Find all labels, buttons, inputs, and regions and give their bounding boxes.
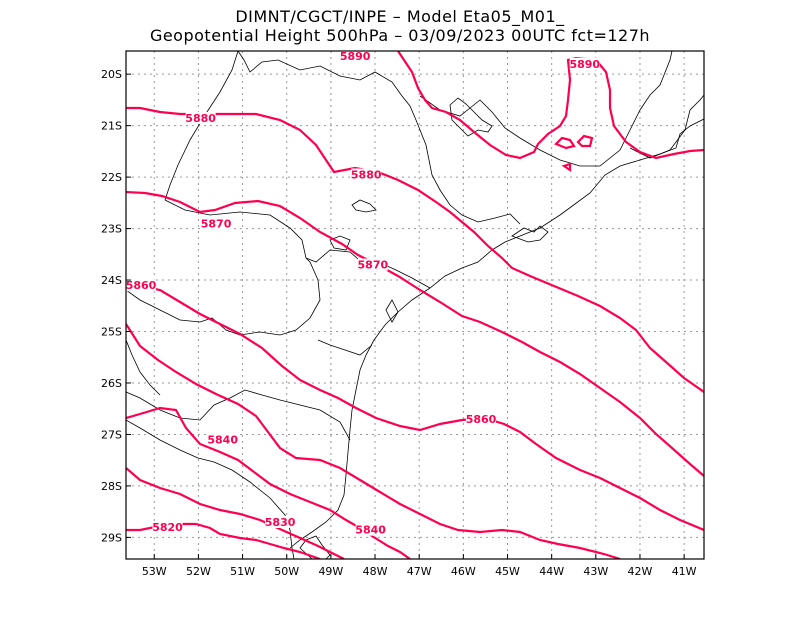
lat-label: 29S (101, 531, 122, 544)
contour-label-bg (569, 57, 600, 70)
contour-label-bg (355, 523, 386, 536)
lon-label: 43W (583, 565, 608, 578)
contour-5850 (126, 323, 621, 559)
title-line-1: DIMNT/CGCT/INPE – Model Eta05_M01_ (235, 7, 565, 26)
lon-label: 50W (274, 565, 299, 578)
contour-label-bg (185, 111, 216, 124)
contour-label-5870-mid: 5870 (358, 259, 389, 272)
lon-label: 44W (539, 565, 564, 578)
bay (511, 225, 549, 243)
lat-label: 24S (101, 274, 122, 287)
bay (449, 97, 493, 137)
contour-label-bg (152, 521, 183, 534)
lon-label: 46W (451, 565, 476, 578)
contour-5840-b (126, 467, 345, 559)
lat-label: 28S (101, 480, 122, 493)
contour-label-5820: 5820 (152, 521, 183, 534)
contour-label-5870-left: 5870 (201, 217, 232, 230)
lat-label: 23S (101, 223, 122, 236)
title-line-2: Geopotential Height 500hPa – 03/09/2023 … (149, 26, 651, 45)
lagoon (385, 299, 399, 323)
lon-label: 51W (230, 565, 255, 578)
lon-label: 52W (186, 565, 211, 578)
lagoon (329, 235, 351, 251)
contour-label-bg (207, 433, 238, 446)
state-border (126, 389, 351, 441)
contour-label-5860-left: 5860 (126, 279, 157, 292)
lon-label: 49W (318, 565, 343, 578)
lon-label: 41W (672, 565, 697, 578)
contour-5890-island (554, 136, 576, 150)
lat-label: 20S (101, 68, 122, 81)
contour-label-bg (265, 515, 296, 528)
contour-5890 (397, 51, 704, 160)
contour-5870 (126, 190, 704, 477)
contour-label-5880-left: 5880 (185, 112, 216, 125)
contour-labels: 5890 5890 5880 5880 5870 5870 5860 5860 5840 5840… (126, 50, 600, 537)
coastline-borders (126, 51, 704, 559)
contour-label-bg (201, 217, 232, 230)
coastline (289, 118, 704, 549)
contour-5890-island (576, 134, 594, 148)
lagoon (351, 199, 377, 213)
contour-label-5830: 5830 (265, 516, 296, 529)
axis-ticks: 20S 21S 22S 23S 24S 25S 26S 27S 28S 29S 53W 52W 51W 5… (101, 68, 697, 578)
contour-label-bg (340, 51, 371, 63)
state-border (164, 199, 431, 289)
contour-label-5840-left: 5840 (207, 434, 238, 447)
country-border (126, 339, 161, 396)
state-border (164, 51, 239, 201)
contour-label-bg (466, 413, 497, 426)
contour-5890-island (561, 162, 572, 173)
contour-label-5890-right: 5890 (569, 58, 600, 71)
lon-label: 53W (142, 565, 167, 578)
lon-label: 47W (407, 565, 432, 578)
contours (126, 51, 704, 559)
contour-label-5840-mid: 5840 (355, 524, 386, 537)
contour-label-bg (126, 279, 157, 292)
contour-5860 (126, 282, 704, 532)
country-border (126, 419, 295, 559)
lat-label: 26S (101, 377, 122, 390)
graticule (126, 51, 704, 559)
contour-label-5890-left: 5890 (340, 50, 371, 63)
lat-label: 21S (101, 120, 122, 133)
contour-label-5880-mid: 5880 (351, 169, 382, 182)
lat-label: 27S (101, 428, 122, 441)
state-border (317, 339, 373, 356)
lat-label: 22S (101, 171, 122, 184)
lon-label: 45W (495, 565, 520, 578)
contour-5880 (126, 106, 704, 393)
plot-frame (125, 50, 705, 560)
map-features: 5890 5890 5880 5880 5870 5870 5860 5860 5840 5840… (126, 50, 704, 559)
state-border (126, 257, 321, 336)
lon-label: 48W (363, 565, 388, 578)
state-border (629, 94, 704, 159)
contour-label-bg (357, 258, 388, 271)
state-border (237, 51, 521, 225)
contour-5840 (126, 406, 411, 559)
lat-label: 25S (101, 326, 122, 339)
contour-label-5860-mid: 5860 (466, 413, 497, 426)
contour-label-bg (351, 168, 382, 181)
lon-label: 42W (628, 565, 653, 578)
